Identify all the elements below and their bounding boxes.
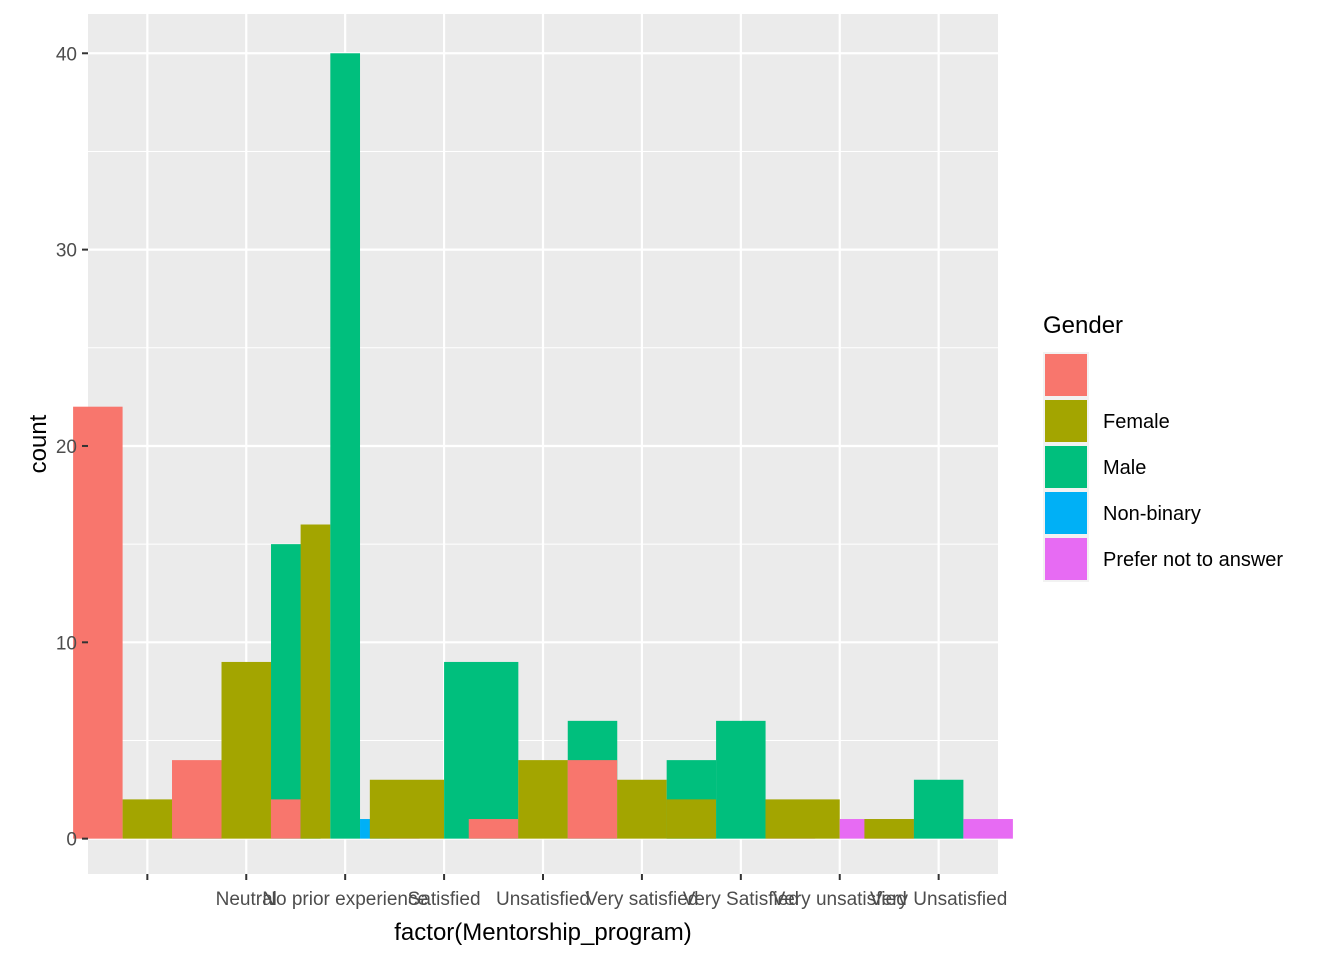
x-tick-label: Very Unsatisfied: [870, 889, 1007, 910]
bar: [963, 819, 1013, 839]
legend-key: [1045, 538, 1087, 580]
y-axis: 0 10 20 30 40: [56, 44, 88, 851]
bar: [518, 760, 568, 839]
bar: [468, 819, 519, 839]
legend-label: Male: [1103, 457, 1146, 479]
y-tick-label: 20: [56, 437, 77, 458]
bar: [73, 406, 123, 839]
bars: [73, 53, 1013, 839]
x-tick-label: Satisfied: [408, 889, 481, 910]
bar: [913, 779, 964, 839]
x-tick-label: No prior experience: [262, 889, 428, 910]
legend-key: [1045, 492, 1087, 534]
y-tick-label: 40: [56, 44, 77, 65]
legend-key: [1045, 354, 1087, 396]
x-axis-title: factor(Mentorship_program): [394, 919, 691, 946]
legend-label: Prefer not to answer: [1103, 549, 1283, 571]
x-tick-label: Very satisfied: [585, 889, 698, 910]
bar: [122, 799, 173, 839]
y-tick-label: 0: [66, 830, 77, 851]
legend-key: [1045, 400, 1087, 442]
x-tick-label: Neutral: [216, 889, 277, 910]
x-tick-label: Very Satisfied: [683, 889, 799, 910]
y-tick-label: 30: [56, 241, 77, 262]
bar: [221, 661, 272, 839]
bar: [765, 799, 840, 839]
legend-key: [1045, 446, 1087, 488]
bar: [300, 524, 331, 839]
bar: [567, 760, 618, 839]
bar: [172, 760, 222, 839]
bar: [369, 779, 445, 839]
x-tick-label: Unsatisfied: [496, 889, 590, 910]
bar: [666, 799, 717, 839]
bar: [270, 799, 301, 839]
bar: [617, 779, 667, 839]
bar: [864, 819, 914, 839]
legend-title: Gender: [1043, 312, 1123, 339]
legend: Gender Female Male Non-binary Prefer not to…: [1043, 312, 1283, 582]
x-tick-label: Very unsatisfied: [773, 889, 907, 910]
bar: [716, 720, 766, 839]
legend-label: Non-binary: [1103, 503, 1201, 525]
y-tick-label: 10: [56, 633, 77, 654]
legend-label: Female: [1103, 411, 1170, 433]
bar: [444, 661, 519, 839]
y-axis-title: count: [25, 414, 52, 473]
bar: [330, 53, 361, 839]
